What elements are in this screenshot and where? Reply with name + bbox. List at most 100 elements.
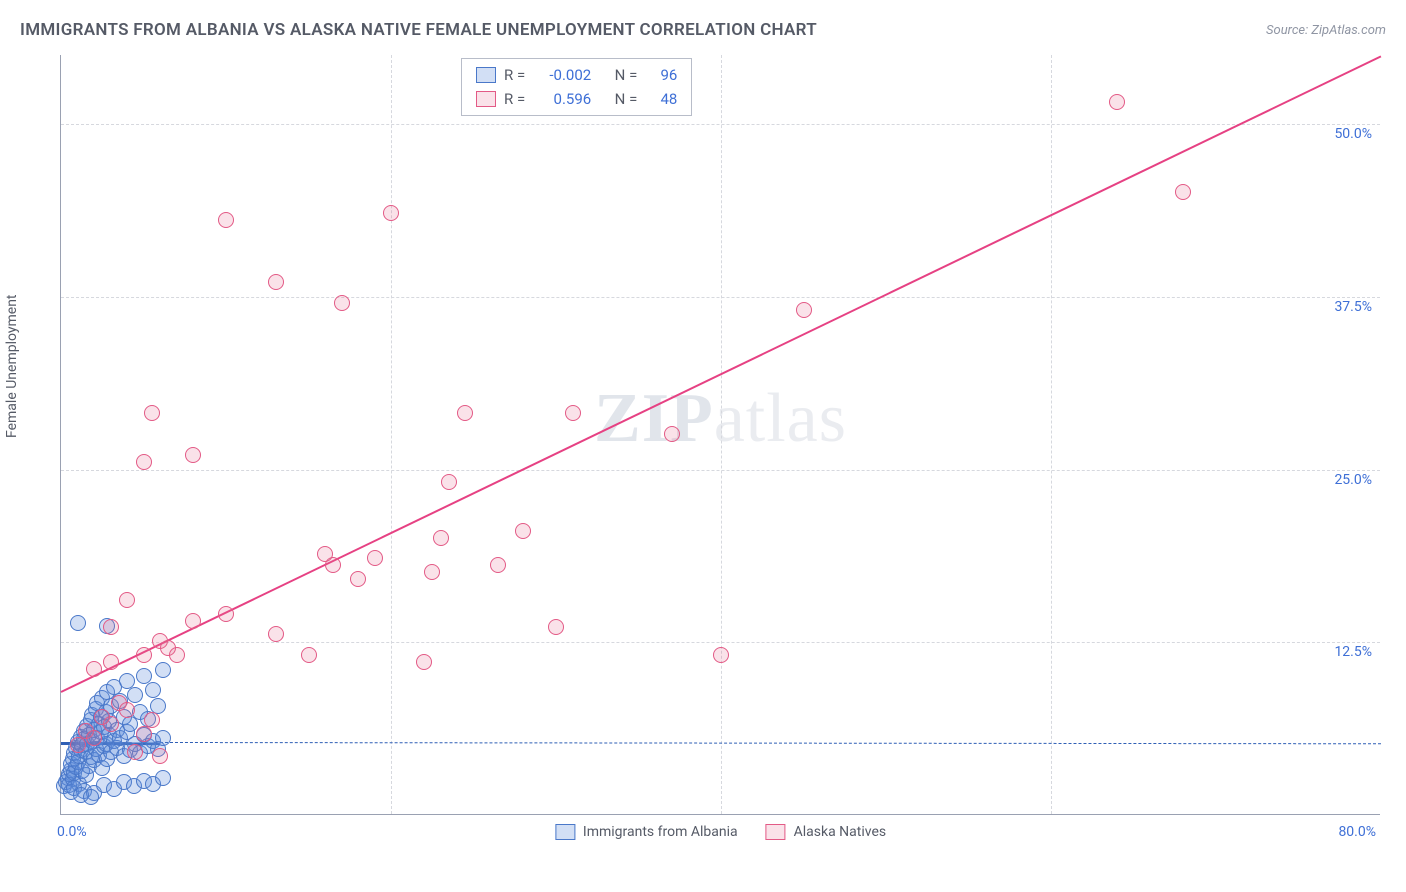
data-point [136,726,152,742]
data-point [796,302,812,318]
legend-row-series-1: R = -0.002 N = 96 [476,63,677,87]
data-point [66,780,82,796]
watermark-part-b: atlas [714,380,847,457]
data-point [144,405,160,421]
data-point [74,763,90,779]
data-point [76,723,92,739]
data-point [60,770,76,786]
data-point [70,615,86,631]
r-value-series-1: -0.002 [533,63,591,87]
data-point [93,724,109,740]
data-point [116,709,132,725]
r-label: R = [504,63,525,87]
data-point [94,709,110,725]
legend-swatch-series-1 [555,824,575,840]
trend-line [61,742,160,745]
y-tick-label: 37.5% [1334,299,1372,315]
data-point [515,523,531,539]
data-point [56,778,72,794]
data-point [119,702,135,718]
data-point [144,712,160,728]
data-point [76,783,92,799]
gridline-v [391,55,392,814]
data-point [91,716,107,732]
data-point [65,751,81,767]
data-point [111,695,127,711]
legend-item-series-1: Immigrants from Albania [555,824,738,840]
y-tick-label: 12.5% [1334,644,1372,660]
data-point [58,774,74,790]
n-value-series-1: 96 [645,63,677,87]
y-axis-label: Female Unemployment [4,294,20,438]
data-point [86,752,102,768]
y-tick-label: 50.0% [1334,126,1372,142]
data-point [103,716,119,732]
data-point [127,687,143,703]
data-point [83,749,99,765]
data-point [65,771,81,787]
data-point [433,530,449,546]
data-point [140,711,156,727]
data-point [63,784,79,800]
data-point [66,765,82,781]
data-point [119,592,135,608]
data-point [86,785,102,801]
data-point [416,654,432,670]
data-point [112,693,128,709]
x-tick-label: 80.0% [1338,824,1376,840]
data-point [155,770,171,786]
data-point [127,744,143,760]
data-point [71,748,87,764]
data-point [99,618,115,634]
legend-label-series-1: Immigrants from Albania [583,824,738,840]
data-point [68,759,84,775]
data-point [145,682,161,698]
data-point [155,662,171,678]
data-point [96,719,112,735]
data-point [268,274,284,290]
data-point [79,718,95,734]
data-point [126,778,142,794]
data-point [101,727,117,743]
data-point [78,723,94,739]
data-point [86,722,102,738]
n-label: N = [615,87,638,111]
data-point [122,716,138,732]
data-point [664,426,680,442]
data-point [136,454,152,470]
data-point [140,738,156,754]
data-point [109,722,125,738]
data-point [136,727,152,743]
data-point [169,647,185,663]
x-tick-label: 0.0% [57,824,87,840]
data-point [89,695,105,711]
data-point [145,776,161,792]
data-point [548,619,564,635]
data-point [88,701,104,717]
data-point [185,447,201,463]
legend-swatch-series-2 [766,824,786,840]
data-point [1175,184,1191,200]
r-value-series-2: 0.596 [533,87,591,111]
data-point [96,777,112,793]
gridline-v [1051,55,1052,814]
data-point [106,781,122,797]
y-tick-label: 25.0% [1334,472,1372,488]
data-point [1109,94,1125,110]
data-point [132,704,148,720]
legend-label-series-2: Alaska Natives [794,824,887,840]
data-point [350,571,366,587]
data-point [132,745,148,761]
data-point [96,738,112,754]
legend-swatch-series-2 [476,91,496,107]
data-point [71,776,87,792]
legend-row-series-2: R = 0.596 N = 48 [476,87,677,111]
legend-item-series-2: Alaska Natives [766,824,887,840]
data-point [218,212,234,228]
data-point [565,405,581,421]
data-point [116,774,132,790]
data-point [70,754,86,770]
data-point [99,751,115,767]
gridline-v [721,55,722,814]
data-point [94,690,110,706]
